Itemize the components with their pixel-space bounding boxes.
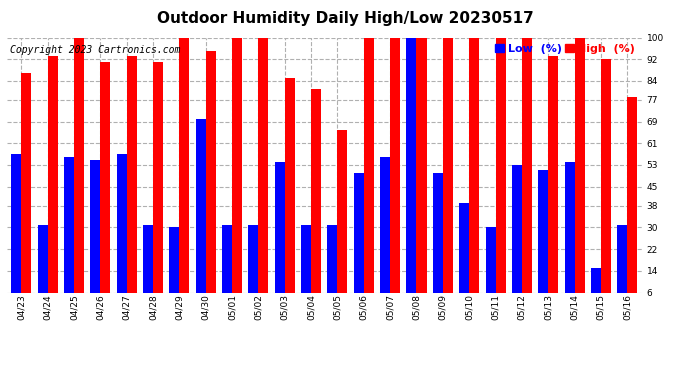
Bar — [617, 225, 627, 309]
Bar — [459, 203, 469, 309]
Bar — [248, 225, 259, 309]
Legend: Low  (%), High  (%): Low (%), High (%) — [494, 43, 636, 55]
Bar — [522, 38, 532, 309]
Bar — [222, 225, 232, 309]
Bar — [575, 38, 584, 309]
Bar — [38, 225, 48, 309]
Bar — [311, 89, 321, 309]
Bar — [275, 162, 285, 309]
Bar — [64, 157, 74, 309]
Bar — [364, 38, 374, 309]
Bar — [627, 97, 638, 309]
Bar — [495, 38, 506, 309]
Bar — [538, 170, 548, 309]
Bar — [285, 78, 295, 309]
Bar — [433, 173, 443, 309]
Bar — [548, 57, 558, 309]
Bar — [117, 154, 127, 309]
Bar — [443, 38, 453, 309]
Bar — [259, 38, 268, 309]
Bar — [153, 62, 163, 309]
Bar — [512, 165, 522, 309]
Bar — [406, 38, 417, 309]
Bar — [601, 59, 611, 309]
Bar — [143, 225, 153, 309]
Bar — [21, 73, 32, 309]
Bar — [127, 57, 137, 309]
Bar — [337, 130, 348, 309]
Bar — [74, 38, 84, 309]
Bar — [328, 225, 337, 309]
Bar — [48, 57, 58, 309]
Bar — [179, 38, 190, 309]
Text: Copyright 2023 Cartronics.com: Copyright 2023 Cartronics.com — [10, 45, 181, 55]
Text: Outdoor Humidity Daily High/Low 20230517: Outdoor Humidity Daily High/Low 20230517 — [157, 11, 533, 26]
Bar — [564, 162, 575, 309]
Bar — [301, 225, 311, 309]
Bar — [232, 38, 242, 309]
Bar — [101, 62, 110, 309]
Bar — [354, 173, 364, 309]
Bar — [196, 119, 206, 309]
Bar — [206, 51, 216, 309]
Bar — [469, 38, 479, 309]
Bar — [591, 268, 601, 309]
Bar — [486, 227, 495, 309]
Bar — [170, 227, 179, 309]
Bar — [390, 38, 400, 309]
Bar — [90, 160, 101, 309]
Bar — [11, 154, 21, 309]
Bar — [417, 38, 426, 309]
Bar — [380, 157, 390, 309]
